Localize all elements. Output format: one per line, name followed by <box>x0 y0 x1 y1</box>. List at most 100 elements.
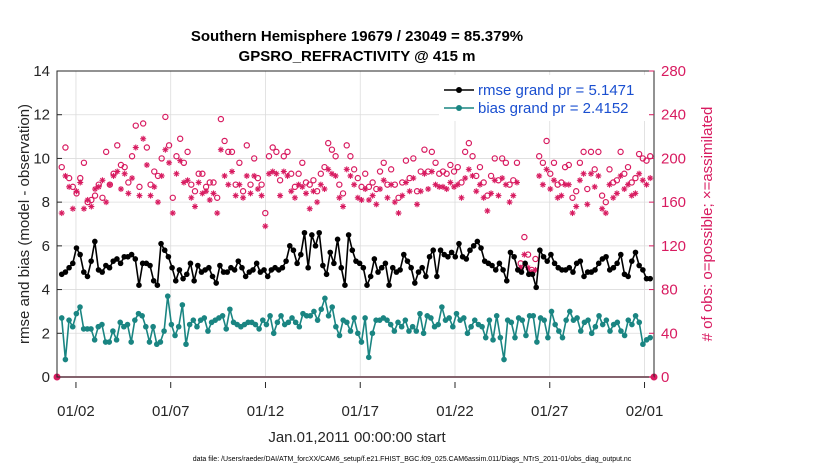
assimilated-obs-marker <box>103 199 110 206</box>
possible-obs-marker <box>580 148 587 156</box>
rmse-point <box>533 284 539 291</box>
bias-point <box>296 323 303 330</box>
bias-point <box>223 326 230 332</box>
bias-point <box>355 330 361 337</box>
rmse-point <box>250 267 256 273</box>
bias-point <box>205 328 211 334</box>
left-y-ticks: 0 2 4 6 8 10 12 14 <box>33 63 62 386</box>
assimilated-obs-marker <box>606 181 613 188</box>
bias-point <box>365 354 372 361</box>
rmse-point <box>400 251 407 258</box>
bias-point <box>413 328 420 334</box>
rmse-point <box>470 243 477 249</box>
assimilated-obs-marker <box>595 172 602 179</box>
bias-point <box>314 317 321 323</box>
possible-obs-marker <box>132 122 139 129</box>
possible-obs-marker <box>128 153 136 160</box>
assimilated-obs-marker <box>58 210 65 217</box>
rmse-point <box>507 249 514 256</box>
bias-point <box>497 334 504 341</box>
assimilated-obs-marker <box>325 166 332 173</box>
assimilated-obs-marker <box>321 186 328 193</box>
rmse-point <box>356 260 363 267</box>
bias-point <box>267 313 273 319</box>
bias-point <box>501 356 507 363</box>
rmse-point <box>397 267 403 273</box>
assimilated-obs-marker <box>243 172 250 179</box>
bias-point <box>329 304 336 310</box>
possible-obs-marker <box>265 153 273 160</box>
rmse-point <box>316 229 322 236</box>
rmse-point <box>577 258 584 264</box>
possible-obs-marker <box>380 159 387 166</box>
possible-obs-marker <box>576 159 584 166</box>
rmse-point <box>309 232 315 238</box>
left-tick-label: 14 <box>33 63 50 80</box>
possible-obs-marker <box>421 146 428 153</box>
bias-point <box>150 323 156 330</box>
assimilated-obs-marker <box>214 210 221 217</box>
possible-obs-marker <box>498 155 506 162</box>
legend-label: bias grand pr = 2.4152 <box>478 100 629 117</box>
possible-obs-marker <box>213 194 221 201</box>
possible-obs-marker <box>365 183 373 191</box>
assimilated-obs-marker <box>576 177 583 184</box>
possible-obs-marker <box>354 174 362 182</box>
rmse-point <box>570 269 576 275</box>
assimilated-obs-marker <box>147 192 154 199</box>
bias-point <box>453 310 460 317</box>
rmse-point <box>375 269 381 275</box>
possible-obs-marker <box>447 161 454 169</box>
possible-obs-marker <box>273 148 280 156</box>
bias-point <box>647 334 654 341</box>
bias-point <box>596 313 602 319</box>
assimilated-obs-marker <box>343 166 350 173</box>
bias-point <box>391 328 398 334</box>
rmse-point <box>195 262 201 269</box>
possible-obs-marker <box>621 170 628 177</box>
rmse-point <box>77 251 83 258</box>
bias-point <box>541 317 548 323</box>
possible-obs-marker <box>461 148 469 156</box>
assimilated-obs-marker <box>240 194 247 201</box>
possible-obs-marker <box>325 139 332 147</box>
bias-point <box>599 321 606 328</box>
assimilated-obs-marker <box>232 192 239 199</box>
assimilated-obs-marker <box>303 190 310 197</box>
bias-point <box>128 339 134 345</box>
bias-point <box>577 328 584 334</box>
assimilated-obs-marker <box>188 194 195 201</box>
assimilated-obs-marker <box>299 183 306 190</box>
rmse-point <box>323 271 330 278</box>
rmse-point <box>147 262 153 269</box>
possible-obs-marker <box>188 181 195 188</box>
rmse-point <box>334 236 341 243</box>
bias-point <box>450 323 456 330</box>
bias-point <box>508 319 515 326</box>
rmse-point <box>132 256 139 262</box>
bias-point <box>201 315 208 321</box>
bias-point <box>307 313 314 319</box>
possible-obs-marker <box>613 177 621 184</box>
assimilated-obs-marker <box>587 170 594 177</box>
bias-point <box>512 334 518 341</box>
possible-obs-marker <box>632 174 639 182</box>
assimilated-obs-marker <box>143 161 150 168</box>
assimilated-obs-marker <box>428 168 435 175</box>
possible-obs-marker <box>432 159 439 166</box>
rmse-point <box>445 253 451 260</box>
assimilated-obs-marker <box>573 203 580 210</box>
possible-obs-marker <box>276 177 284 184</box>
possible-obs-marker <box>369 179 376 186</box>
bias-point <box>256 326 262 332</box>
assimilated-obs-marker <box>277 192 284 199</box>
assimilated-obs-marker <box>647 175 654 182</box>
assimilated-obs-marker <box>550 177 557 184</box>
possible-obs-marker <box>410 155 417 162</box>
rmse-point <box>610 264 617 271</box>
assimilated-obs-marker <box>513 179 520 186</box>
bias-point <box>161 328 167 334</box>
rmse-point <box>312 243 319 249</box>
bias-point <box>362 315 368 321</box>
rmse-point <box>544 258 551 264</box>
